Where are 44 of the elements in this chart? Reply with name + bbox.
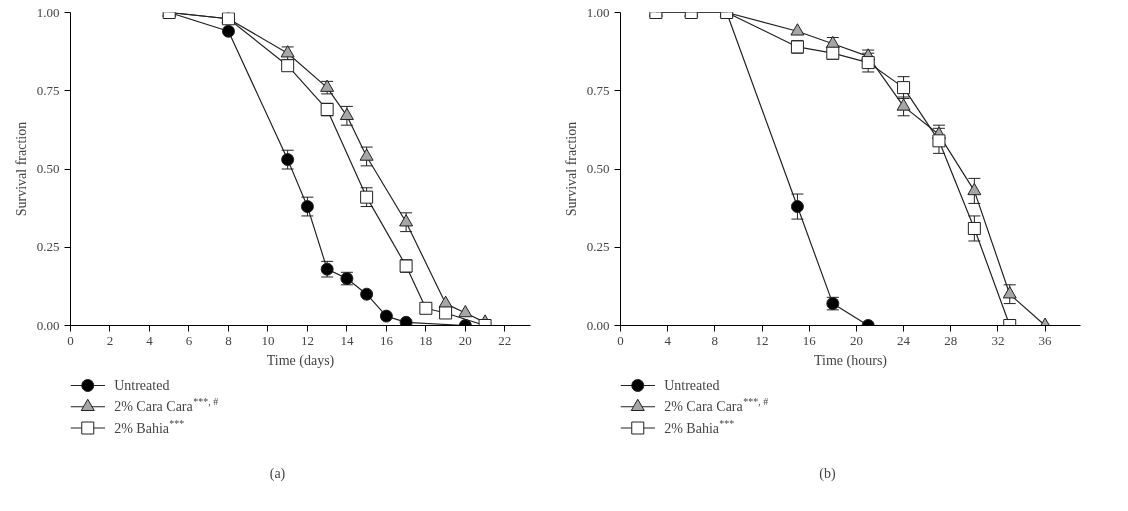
x-tick-label: 14 [340, 332, 354, 348]
x-tick-label: 8 [225, 332, 232, 348]
x-tick-label: 10 [261, 332, 275, 348]
y-axis-title: Survival fraction [13, 121, 29, 217]
y-tick-label: 0.00 [586, 317, 610, 333]
y-tick-label: 0.25 [586, 239, 610, 255]
legend-label: Untreated [664, 378, 720, 393]
x-tick-label: 32 [991, 332, 1005, 348]
x-tick-label: 4 [146, 332, 154, 348]
x-tick-label: 36 [1038, 332, 1053, 348]
legend-label: 2% Bahia*** [114, 417, 185, 436]
x-axis-title: Time (hours) [814, 352, 888, 369]
x-axis-title: Time (days) [266, 352, 335, 369]
y-tick-label: 0.00 [36, 317, 60, 333]
x-tick-label: 16 [379, 332, 394, 348]
x-tick-label: 8 [711, 332, 719, 348]
x-tick-label: 20 [849, 332, 863, 348]
y-axis-title: Survival fraction [563, 121, 579, 217]
y-tick-label: 0.50 [586, 161, 610, 176]
y-tick-label: 0.75 [586, 82, 610, 98]
x-tick-label: 2 [106, 332, 114, 348]
legend-label: Untreated [114, 378, 170, 393]
legend-label: 2% Cara Cara***, # [114, 396, 219, 415]
x-tick-label: 28 [944, 332, 958, 348]
x-tick-label: 0 [67, 332, 74, 348]
text: (b) [819, 465, 836, 482]
x-tick-label: 18 [419, 332, 433, 348]
x-tick-label: 6 [185, 332, 193, 348]
x-tick-label: 24 [897, 332, 911, 348]
y-tick-label: 1.00 [36, 4, 60, 20]
y-tick-label: 0.50 [36, 161, 60, 176]
x-tick-label: 12 [300, 332, 314, 348]
y-tick-label: 1.00 [586, 4, 610, 20]
y-tick-label: 0.25 [36, 239, 60, 255]
x-tick-label: 22 [498, 332, 512, 348]
legend-label: 2% Bahia*** [664, 417, 735, 436]
legend-label: 2% Cara Cara***, # [664, 396, 769, 415]
x-tick-label: 0 [617, 332, 624, 348]
x-tick-label: 4 [664, 332, 672, 348]
x-tick-label: 12 [755, 332, 769, 348]
x-tick-label: 16 [802, 332, 817, 348]
x-tick-label: 20 [458, 332, 472, 348]
text: (a) [269, 465, 286, 482]
y-tick-label: 0.75 [36, 82, 60, 98]
